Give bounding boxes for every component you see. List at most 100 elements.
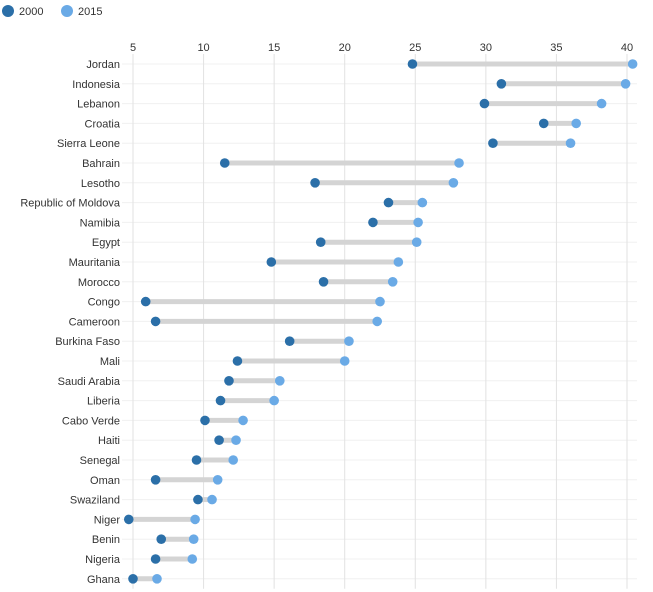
point-2015[interactable] (417, 197, 428, 208)
point-2015[interactable] (190, 514, 200, 525)
row-sierra-leone: Sierra Leone (57, 138, 576, 150)
point-2015[interactable] (375, 296, 385, 307)
point-2015[interactable] (372, 316, 382, 327)
category-label: Egypt (92, 237, 120, 249)
point-2015[interactable] (212, 475, 223, 485)
x-tick-label: 15 (268, 42, 280, 54)
point-2000[interactable] (383, 197, 394, 208)
point-2000[interactable] (219, 158, 230, 168)
point-2000[interactable] (488, 138, 498, 148)
row-senegal: Senegal (80, 455, 239, 467)
point-2000[interactable] (310, 178, 320, 188)
point-2000[interactable] (479, 98, 490, 109)
point-2000[interactable] (224, 376, 234, 386)
point-2015[interactable] (231, 435, 241, 446)
row-croatia: Croatia (85, 118, 581, 130)
category-label: Lebanon (77, 99, 120, 111)
legend-label-2000: 2000 (19, 6, 43, 18)
row-bahrain: Bahrain (82, 158, 464, 170)
row-morocco: Morocco (78, 277, 398, 289)
category-label: Haiti (98, 435, 120, 447)
point-2000[interactable] (150, 554, 161, 564)
point-2015[interactable] (565, 138, 576, 148)
point-2015[interactable] (620, 79, 631, 89)
point-2015[interactable] (413, 217, 423, 228)
point-2000[interactable] (407, 59, 418, 69)
point-2000[interactable] (193, 494, 203, 505)
row-namibia: Namibia (80, 217, 423, 229)
row-congo: Congo (88, 297, 385, 309)
category-label: Cameroon (69, 316, 120, 328)
row-cabo-verde: Cabo Verde (62, 415, 248, 427)
row-oman: Oman (90, 475, 223, 487)
x-tick-label: 40 (621, 42, 633, 54)
rows: Jordan Indonesia Lebanon Croatia Sierra Leon… (20, 59, 638, 586)
category-label: Cabo Verde (62, 415, 120, 427)
point-2000[interactable] (128, 574, 138, 584)
point-2000[interactable] (318, 277, 329, 287)
point-2000[interactable] (266, 257, 277, 267)
row-egypt: Egypt (92, 237, 422, 249)
point-2015[interactable] (339, 356, 350, 366)
point-2015[interactable] (387, 277, 398, 287)
category-label: Burkina Faso (55, 336, 120, 348)
row-ghana: Ghana (87, 574, 162, 586)
point-2000[interactable] (496, 79, 507, 89)
point-2015[interactable] (207, 494, 217, 505)
point-2015[interactable] (411, 237, 422, 247)
point-2015[interactable] (454, 158, 464, 168)
legend-marker-2015 (61, 5, 73, 17)
point-2000[interactable] (123, 514, 134, 525)
point-2015[interactable] (393, 257, 404, 267)
category-label: Namibia (80, 217, 121, 229)
point-2000[interactable] (200, 415, 210, 426)
category-label: Morocco (78, 277, 120, 289)
point-2015[interactable] (344, 336, 354, 347)
point-2000[interactable] (150, 316, 161, 327)
row-burkina-faso: Burkina Faso (55, 336, 354, 348)
point-2015[interactable] (187, 554, 198, 564)
row-indonesia: Indonesia (72, 79, 631, 91)
point-2000[interactable] (315, 237, 326, 247)
point-2000[interactable] (284, 336, 295, 347)
legend-marker-2000 (2, 5, 14, 17)
category-label: Congo (88, 297, 120, 309)
point-2000[interactable] (150, 475, 161, 485)
legend-label-2015: 2015 (78, 6, 102, 18)
point-2000[interactable] (214, 435, 224, 446)
category-label: Niger (94, 514, 121, 526)
point-2000[interactable] (368, 217, 378, 228)
x-tick-label: 5 (130, 42, 136, 54)
point-2015[interactable] (188, 534, 199, 544)
point-2000[interactable] (156, 534, 167, 544)
category-label: Benin (92, 534, 120, 546)
point-2000[interactable] (232, 356, 243, 366)
row-swaziland: Swaziland (70, 495, 217, 507)
category-label: Jordan (86, 59, 120, 71)
point-2000[interactable] (140, 296, 151, 307)
point-2015[interactable] (627, 59, 638, 69)
row-liberia: Liberia (87, 396, 279, 408)
point-2015[interactable] (571, 118, 581, 129)
point-2015[interactable] (596, 98, 607, 109)
point-2015[interactable] (269, 395, 279, 406)
x-tick-label: 35 (550, 42, 562, 54)
point-2015[interactable] (448, 178, 459, 188)
row-mauritania: Mauritania (69, 257, 404, 269)
category-label: Croatia (85, 118, 121, 130)
point-2015[interactable] (238, 415, 248, 426)
point-2000[interactable] (215, 395, 226, 406)
point-2015[interactable] (152, 574, 162, 584)
row-republic-of-moldova: Republic of Moldova (20, 197, 428, 210)
category-label: Republic of Moldova (20, 198, 121, 210)
point-2000[interactable] (538, 118, 549, 129)
point-2015[interactable] (274, 376, 285, 386)
category-label: Ghana (87, 574, 121, 586)
category-label: Sierra Leone (57, 138, 120, 150)
point-2000[interactable] (191, 455, 202, 465)
point-2015[interactable] (228, 455, 239, 465)
legend: 2000 2015 (2, 5, 102, 18)
category-label: Mali (100, 356, 120, 368)
row-niger: Niger (94, 514, 200, 526)
category-label: Lesotho (81, 178, 120, 190)
